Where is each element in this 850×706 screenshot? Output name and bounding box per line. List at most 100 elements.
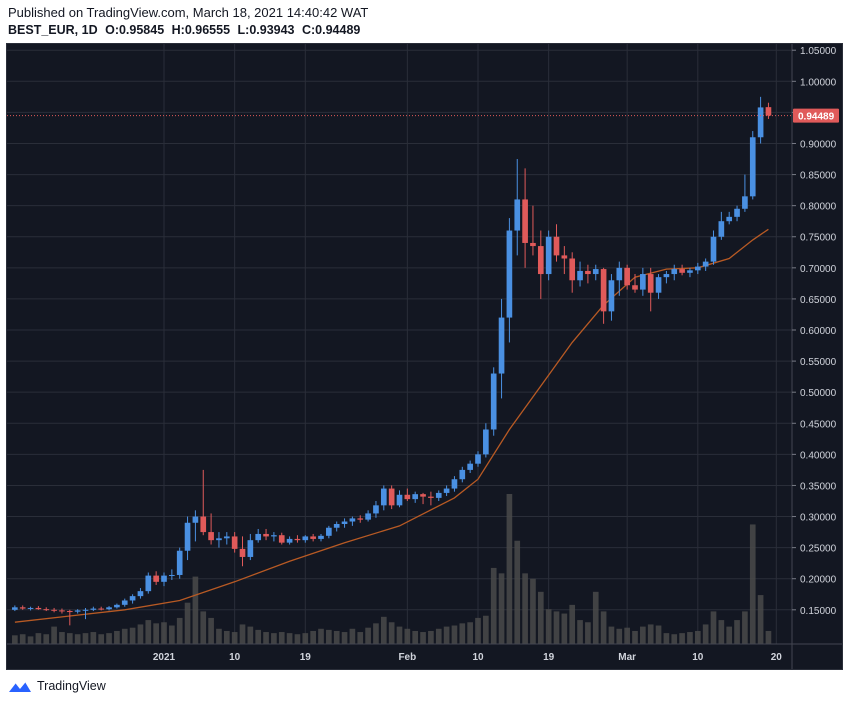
volume-bar bbox=[569, 604, 576, 644]
volume-bar bbox=[286, 633, 293, 644]
candle-body bbox=[687, 270, 693, 273]
candle bbox=[679, 264, 685, 276]
candle-body bbox=[51, 609, 57, 611]
volume-bar bbox=[663, 633, 670, 644]
volume-bar bbox=[396, 626, 403, 644]
close-value: C:0.94489 bbox=[301, 23, 361, 37]
candle bbox=[145, 572, 152, 594]
volume-bar bbox=[106, 633, 112, 644]
volume-bar bbox=[388, 622, 395, 644]
volume-bar bbox=[734, 620, 740, 644]
volume-bar bbox=[475, 617, 481, 644]
price-tick-label: 0.85000 bbox=[800, 171, 837, 182]
candle bbox=[608, 274, 615, 321]
volume-bar bbox=[404, 628, 411, 644]
candle-body bbox=[592, 269, 599, 275]
candle bbox=[271, 532, 277, 542]
candle-body bbox=[702, 261, 709, 267]
candle-body bbox=[223, 536, 230, 539]
volume-bar bbox=[114, 630, 120, 644]
candle-body bbox=[663, 274, 670, 278]
candle-body bbox=[585, 270, 591, 275]
candle bbox=[106, 606, 112, 611]
price-tick-label: 0.25000 bbox=[800, 544, 837, 555]
candle-body bbox=[608, 280, 615, 312]
candle-body bbox=[247, 540, 254, 557]
time-tick-label: 19 bbox=[543, 652, 555, 663]
candle bbox=[757, 96, 764, 144]
candle bbox=[388, 485, 395, 510]
volume-bar bbox=[137, 624, 144, 644]
candle-body bbox=[184, 522, 191, 551]
candle bbox=[12, 605, 18, 612]
candle-body bbox=[694, 266, 701, 271]
volume-bar bbox=[632, 630, 638, 644]
candle-body bbox=[506, 230, 513, 318]
open-value: O:0.95845 bbox=[105, 23, 165, 37]
volume-bar bbox=[184, 602, 191, 644]
candle-body bbox=[169, 574, 175, 576]
candle-body bbox=[239, 548, 246, 557]
candle bbox=[326, 525, 332, 539]
candle-body bbox=[600, 269, 607, 312]
candle bbox=[765, 102, 772, 119]
volume-bar bbox=[592, 591, 599, 644]
candlestick-chart[interactable]: 0.15000 0.20000 0.25000 0.30000 0.35000 0.400… bbox=[7, 44, 842, 669]
candle-body bbox=[640, 274, 646, 290]
candle bbox=[176, 547, 183, 579]
volume-bar bbox=[765, 630, 772, 644]
candle-body bbox=[121, 600, 128, 605]
price-tick-label: 0.50000 bbox=[800, 388, 837, 399]
candle bbox=[208, 513, 214, 545]
candle bbox=[310, 533, 316, 542]
volume-bar bbox=[192, 576, 199, 644]
candle-body bbox=[216, 538, 222, 541]
volume-bar bbox=[640, 626, 646, 644]
candle bbox=[585, 264, 591, 284]
high-value: H:0.96555 bbox=[171, 23, 231, 37]
candle bbox=[443, 485, 450, 497]
candle bbox=[498, 298, 505, 399]
candle bbox=[671, 264, 678, 281]
volume-bar bbox=[428, 630, 434, 644]
candle bbox=[137, 588, 144, 599]
candle-body bbox=[514, 199, 521, 231]
candle bbox=[514, 159, 521, 256]
candle-body bbox=[396, 494, 403, 506]
candle-body bbox=[388, 488, 395, 506]
price-tick-label: 0.60000 bbox=[800, 326, 837, 337]
candle bbox=[742, 174, 748, 212]
volume-bar bbox=[357, 632, 364, 644]
candle-body bbox=[129, 596, 136, 601]
chart-container[interactable]: 0.15000 0.20000 0.25000 0.30000 0.35000 0.400… bbox=[6, 43, 843, 670]
price-tick-label: 0.75000 bbox=[800, 233, 837, 244]
candle bbox=[129, 594, 136, 604]
volume-bar bbox=[200, 611, 207, 644]
tradingview-brand[interactable]: TradingView bbox=[8, 679, 106, 693]
volume-bar bbox=[561, 613, 568, 644]
time-tick-label: Mar bbox=[618, 652, 636, 663]
time-tick-label: 19 bbox=[300, 652, 312, 663]
candle-body bbox=[451, 479, 458, 489]
volume-bar bbox=[169, 625, 175, 644]
volume-bar bbox=[459, 623, 466, 644]
candle bbox=[121, 598, 128, 607]
time-tick-label: Feb bbox=[398, 652, 416, 663]
candle-body bbox=[35, 607, 42, 610]
candle bbox=[278, 532, 285, 545]
last-price-badge bbox=[793, 108, 839, 123]
volume-bar bbox=[223, 630, 230, 644]
price-tick-label: 1.05000 bbox=[800, 46, 837, 57]
volume-bar bbox=[530, 578, 536, 644]
candle-body bbox=[483, 429, 489, 455]
price-tick-label: 0.55000 bbox=[800, 357, 837, 368]
candle bbox=[655, 274, 662, 299]
volume-bar bbox=[553, 611, 560, 644]
candle bbox=[114, 603, 120, 609]
volume-bar bbox=[247, 626, 254, 644]
candle-body bbox=[12, 607, 18, 610]
candle bbox=[286, 536, 293, 545]
volume-bar bbox=[82, 633, 89, 644]
candle-body bbox=[255, 533, 262, 541]
ohlc-legend: BEST_EUR, 1D O:0.95845 H:0.96555 L:0.939… bbox=[8, 23, 364, 37]
